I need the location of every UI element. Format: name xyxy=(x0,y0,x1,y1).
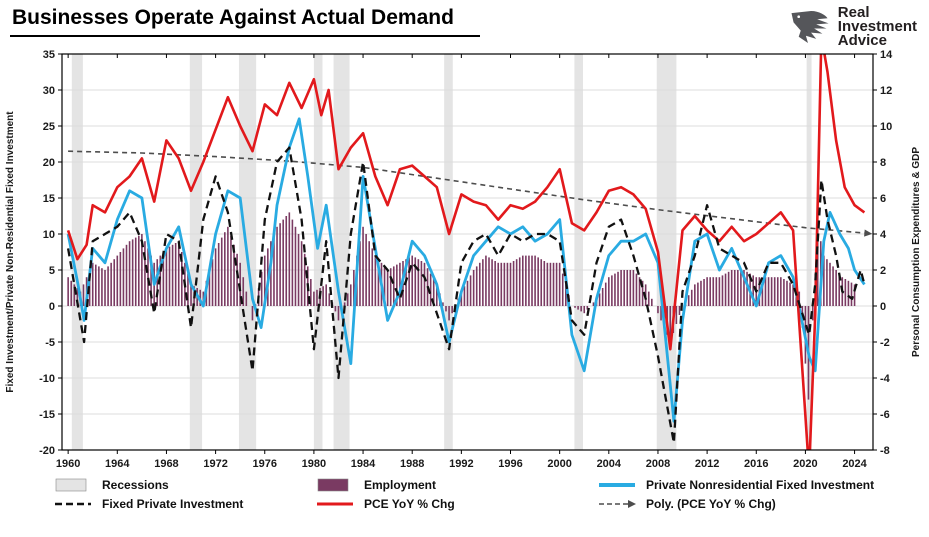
header: Businesses Operate Against Actual Demand… xyxy=(0,0,929,49)
legend-label: Fixed Private Investment xyxy=(102,497,244,511)
plot-layer xyxy=(66,54,866,450)
poly-pce-yoy-chg-line xyxy=(68,150,865,234)
x-axis-tick-label: 1964 xyxy=(105,458,130,470)
pce-yoy-chg-line xyxy=(66,54,866,450)
left-axis-tick-label: -10 xyxy=(39,373,55,385)
legend-label: Private Nonresidential Fixed Investment xyxy=(646,478,875,492)
page-title: Businesses Operate Against Actual Demand xyxy=(10,6,480,37)
brand-name: Real Investment Advice xyxy=(837,4,917,49)
dash-arrow-swatch xyxy=(599,500,636,508)
brand-logo: Real Investment Advice xyxy=(787,4,921,49)
right-axis-tick-label: 10 xyxy=(880,121,892,133)
right-axis-tick-label: 2 xyxy=(880,265,886,277)
legend-item-pce-yoy-chg: PCE YoY % Chg xyxy=(316,497,598,511)
right-axis-tick-label: -4 xyxy=(880,373,891,385)
right-axis-title: Personal Consumption Expenditures & GDP xyxy=(911,147,922,357)
legend-item-private-nonresidential-fixed-investment: Private Nonresidential Fixed Investment xyxy=(598,478,929,492)
right-axis-tick-label: 14 xyxy=(880,49,893,61)
x-axis-tick-label: 1984 xyxy=(351,458,376,470)
right-axis-tick-label: -8 xyxy=(880,445,890,457)
recession-band xyxy=(71,54,83,450)
brand-line-2: Investment xyxy=(837,18,917,35)
x-axis-tick-label: 1988 xyxy=(400,458,424,470)
axis-labels: 35302520151050-5-10-15-2014121086420-2-4… xyxy=(39,49,893,470)
left-axis-tick-label: 15 xyxy=(43,193,55,205)
recession-band xyxy=(806,54,812,450)
legend-label: Employment xyxy=(364,478,437,492)
right-axis-tick-label: -2 xyxy=(880,337,890,349)
x-axis-tick-label: 1968 xyxy=(154,458,178,470)
x-axis-tick-label: 1976 xyxy=(253,458,277,470)
left-axis-tick-label: -20 xyxy=(39,445,55,457)
x-axis-tick-label: 2004 xyxy=(597,458,622,470)
legend-label: PCE YoY % Chg xyxy=(364,497,455,511)
left-axis-tick-label: 5 xyxy=(49,265,55,277)
brand-line-1: Real xyxy=(837,4,870,21)
fixed-private-investment-line xyxy=(66,146,866,444)
employment-bars xyxy=(67,212,856,400)
recession-band xyxy=(574,54,584,450)
x-axis-tick-label: 2020 xyxy=(793,458,817,470)
right-axis-tick-label: 8 xyxy=(880,157,886,169)
legend-item-recessions: Recessions xyxy=(54,478,316,492)
recession-band xyxy=(333,54,350,450)
recession-band xyxy=(444,54,453,450)
left-axis-tick-label: -15 xyxy=(39,409,55,421)
rect-swatch xyxy=(317,478,349,492)
x-axis-tick-label: 2012 xyxy=(695,458,719,470)
x-axis-tick-label: 2008 xyxy=(646,458,670,470)
x-axis-tick-label: 2000 xyxy=(547,458,571,470)
legend-item-fixed-private-investment: Fixed Private Investment xyxy=(54,497,316,511)
right-axis-tick-label: 0 xyxy=(880,301,886,313)
x-axis-tick-label: 1972 xyxy=(203,458,227,470)
line-swatch xyxy=(317,502,353,506)
legend-label: Recessions xyxy=(102,478,169,492)
left-axis-title: Fixed Investment/Private Non-Residential… xyxy=(5,111,16,393)
right-axis-tick-label: 6 xyxy=(880,193,886,205)
recession-bands xyxy=(71,54,812,450)
left-axis-tick-label: -5 xyxy=(45,337,55,349)
rect-swatch xyxy=(55,478,87,492)
x-axis-tick-label: 2024 xyxy=(842,458,867,470)
trend-arrowhead xyxy=(864,229,873,237)
chart-area: 35 30 25 20 15 10 5 0 -5 -10 -15 -20 14 12 10 8 6 4 2 0 -2 -4… xyxy=(0,46,929,476)
recession-band xyxy=(656,54,677,450)
recession-band xyxy=(189,54,203,450)
legend-label: Poly. (PCE YoY % Chg) xyxy=(646,497,776,511)
chart-canvas: 35302520151050-5-10-15-2014121086420-2-4… xyxy=(5,49,922,470)
eagle-icon xyxy=(791,10,829,43)
dash-swatch xyxy=(55,502,91,506)
x-axis-tick-label: 1996 xyxy=(498,458,522,470)
line-swatch xyxy=(599,483,635,487)
chart-legend: Recessions Employment Private Nonresidenti… xyxy=(0,478,929,511)
recession-band xyxy=(313,54,323,450)
x-axis-tick-label: 1960 xyxy=(56,458,80,470)
brand-line-3: Advice xyxy=(837,32,887,49)
plot-border xyxy=(61,53,874,451)
x-axis-tick-label: 1980 xyxy=(302,458,326,470)
x-axis-tick-label: 1992 xyxy=(449,458,473,470)
left-axis-tick-label: 30 xyxy=(43,85,55,97)
private-nonresidential-fixed-investment-line xyxy=(66,117,866,423)
right-axis-tick-label: -6 xyxy=(880,409,890,421)
left-axis-tick-label: 10 xyxy=(43,229,55,241)
left-axis-tick-label: 35 xyxy=(43,49,55,61)
right-axis-tick-label: 12 xyxy=(880,85,892,97)
x-axis-tick-label: 2016 xyxy=(744,458,768,470)
right-axis-tick-label: 4 xyxy=(880,229,887,241)
legend-item-poly-pce-yoy-chg: Poly. (PCE YoY % Chg) xyxy=(598,497,929,511)
left-axis-tick-label: 25 xyxy=(43,121,55,133)
legend-item-employment: Employment xyxy=(316,478,598,492)
left-axis-tick-label: 20 xyxy=(43,157,55,169)
left-axis-tick-label: 0 xyxy=(49,301,55,313)
